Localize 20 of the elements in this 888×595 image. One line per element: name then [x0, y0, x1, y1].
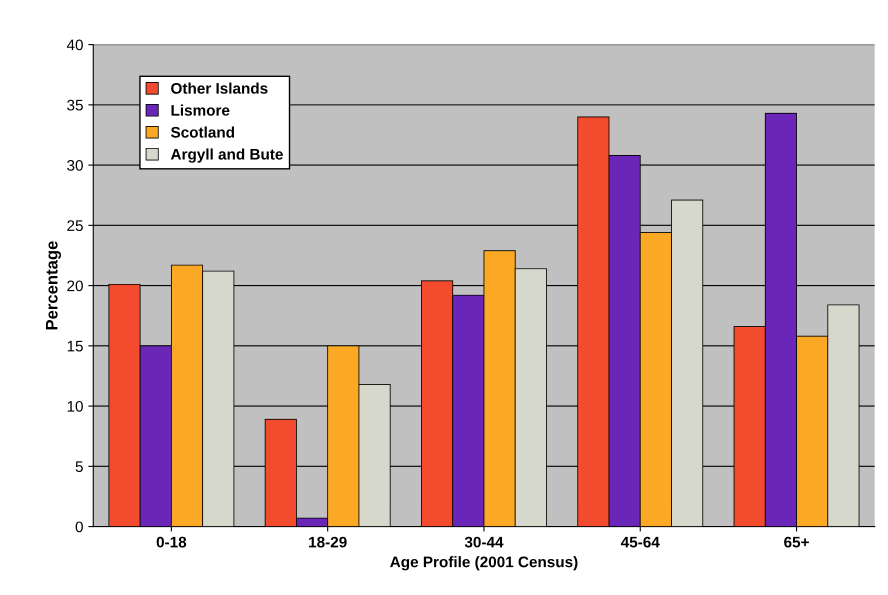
x-tick-label: 30-44 — [464, 536, 504, 548]
y-axis-title: Percentage — [46, 241, 61, 330]
x-axis-title: Age Profile (2001 Census) — [390, 556, 578, 570]
x-tick-label: 0-18 — [156, 536, 186, 548]
y-tick-label: 10 — [68, 400, 83, 412]
x-tick-label: 45-64 — [620, 536, 660, 548]
y-tick-label: 20 — [67, 280, 83, 292]
legend-label: Other Islands — [171, 82, 268, 94]
y-tick-label: 0 — [76, 521, 83, 532]
legend-label: Argyll and Bute — [170, 148, 283, 163]
legend-label: Scotland — [170, 126, 234, 138]
y-tick-label: 30 — [67, 160, 83, 171]
y-tick-label: 35 — [67, 100, 83, 111]
legend-label: Lismore — [172, 104, 230, 116]
y-tick-label: 5 — [76, 461, 83, 472]
x-tick-label: 18-29 — [309, 536, 347, 548]
y-tick-label: 25 — [67, 220, 83, 232]
y-tick-label: 15 — [68, 340, 83, 352]
y-tick-label: 40 — [66, 39, 83, 50]
x-tick-label: 65+ — [784, 536, 809, 548]
